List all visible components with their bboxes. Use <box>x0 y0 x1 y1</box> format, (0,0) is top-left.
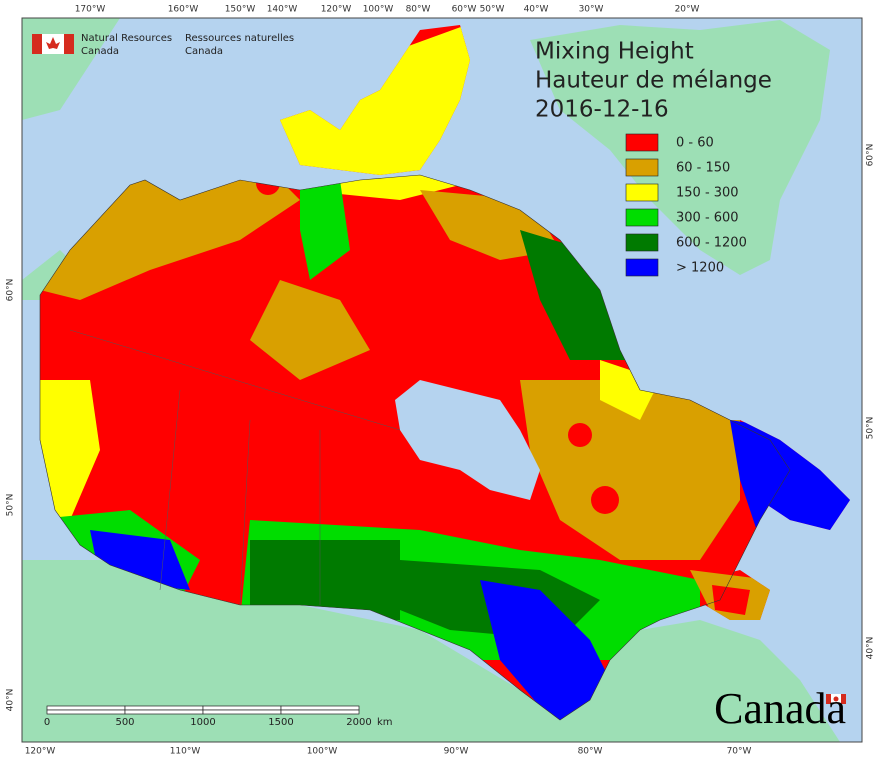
agency-name-en: Natural Resources <box>81 33 172 44</box>
scale-label: 1000 <box>190 717 215 728</box>
longitude-label: 170°W <box>75 5 106 15</box>
longitude-label: 160°W <box>168 5 199 15</box>
latitude-label: 60°N <box>866 144 876 167</box>
longitude-label: 120°W <box>321 5 352 15</box>
latitude-label: 60°N <box>6 279 16 302</box>
longitude-label: 50°W <box>480 5 505 15</box>
scale-segment <box>280 705 360 711</box>
hudson-bay <box>395 380 540 500</box>
scale-segment <box>124 705 204 711</box>
greenland <box>530 20 830 275</box>
scale-segment <box>46 709 126 715</box>
legend-swatch <box>625 183 659 202</box>
legend-swatch <box>625 233 659 252</box>
flag-bar <box>826 694 831 704</box>
latitude-label: 50°N <box>866 417 876 440</box>
longitude-label: 70°W <box>727 747 752 757</box>
longitude-label: 90°W <box>444 747 469 757</box>
map-title: Mixing Height <box>535 39 694 65</box>
scale-label: 500 <box>115 717 134 728</box>
field-green <box>300 180 350 280</box>
map-title: 2016-12-16 <box>535 97 669 123</box>
scale-label: 2000 <box>346 717 371 728</box>
scale-label: 1500 <box>268 717 293 728</box>
canada-wordmark: Canada <box>714 684 846 733</box>
flag-bar <box>32 34 42 54</box>
scale-segment <box>124 709 204 715</box>
longitude-label: 30°W <box>579 5 604 15</box>
field-darkgreen <box>250 540 400 620</box>
scale-segment <box>202 709 282 715</box>
field-yellow <box>40 380 100 520</box>
longitude-label: 110°W <box>170 747 201 757</box>
legend-swatch <box>625 133 659 152</box>
legend-label: > 1200 <box>676 261 724 276</box>
agency-name-en: Canada <box>81 46 119 57</box>
wordmark-flag <box>826 694 846 704</box>
field-yellow <box>260 25 480 200</box>
latitude-label: 50°N <box>6 494 16 517</box>
legend-label: 60 - 150 <box>676 161 730 176</box>
legend-swatch <box>625 208 659 227</box>
field-orange <box>250 280 370 380</box>
maple-leaf <box>46 37 60 49</box>
latitude-label: 40°N <box>6 689 16 712</box>
longitude-label: 80°W <box>406 5 431 15</box>
field-red-cell <box>591 486 619 514</box>
legend-swatch <box>625 158 659 177</box>
longitude-label: 100°W <box>307 747 338 757</box>
longitude-label: 140°W <box>267 5 298 15</box>
flag-bar <box>64 34 74 54</box>
border <box>69 329 401 431</box>
map-frame <box>21 17 863 743</box>
longitude-label: 40°W <box>524 5 549 15</box>
map-title: Hauteur de mélange <box>535 68 772 94</box>
legend-swatch <box>625 258 659 277</box>
provincial-borders <box>69 329 401 606</box>
longitude-label: 20°W <box>675 5 700 15</box>
nrcan-flag <box>32 34 74 54</box>
legend-label: 300 - 600 <box>676 211 739 226</box>
longitude-label: 80°W <box>578 747 603 757</box>
scale-segment <box>46 705 126 711</box>
scale-unit: km <box>377 717 393 728</box>
legend-label: 150 - 300 <box>676 186 739 201</box>
agency-name-fr: Canada <box>185 46 223 57</box>
united-states <box>22 560 840 742</box>
border <box>159 389 181 591</box>
legend-label: 600 - 1200 <box>676 236 747 251</box>
latitude-label: 40°N <box>866 637 876 660</box>
field-red <box>712 585 750 615</box>
flag-bar <box>841 694 846 704</box>
field-blue <box>480 580 620 720</box>
canada-outline <box>39 174 791 721</box>
border <box>239 419 251 606</box>
longitude-label: 150°W <box>225 5 256 15</box>
field-red-cell <box>568 423 592 447</box>
scale-segment <box>280 709 360 715</box>
legend-label: 0 - 60 <box>676 136 714 151</box>
longitude-label: 120°W <box>25 747 56 757</box>
scale-segment <box>202 705 282 711</box>
maple-leaf <box>833 696 839 702</box>
longitude-label: 100°W <box>363 5 394 15</box>
agency-name-fr: Ressources naturelles <box>185 33 294 44</box>
scale-label: 0 <box>44 717 50 728</box>
longitude-label: 60°W <box>452 5 477 15</box>
